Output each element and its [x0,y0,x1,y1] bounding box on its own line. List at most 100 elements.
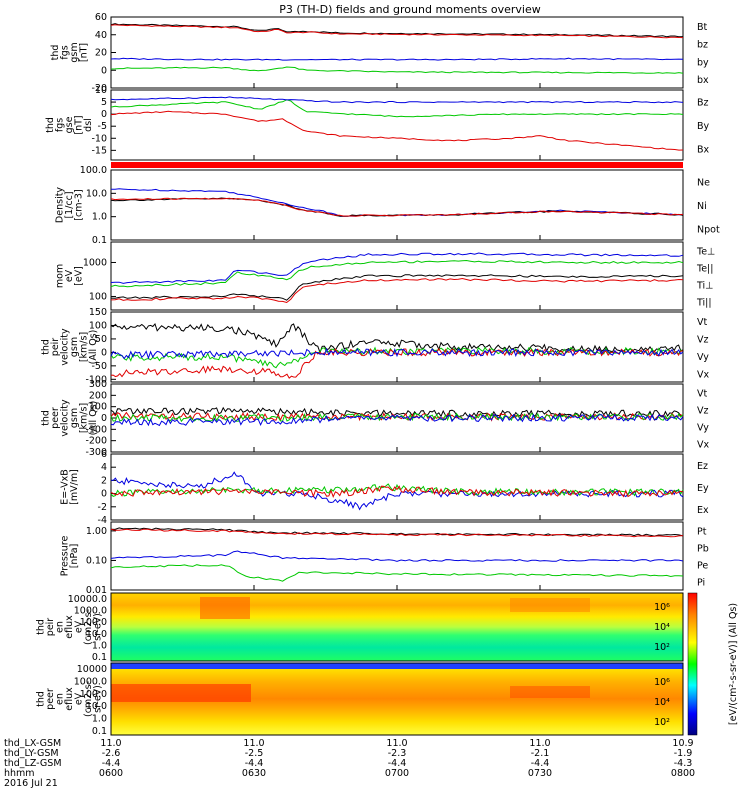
panel-6-tick-label: 300 [89,379,107,390]
panel-5-ylabel: (All Qs) [88,330,99,365]
panel-3-tick-label: 100.0 [80,165,107,176]
colorbar: 10⁶ 10⁴ 10² 10⁶ 10⁴ 10² [eV/(cm²-s-sr-eV)] (A… [654,592,739,736]
panel-3-series-Ni [110,197,684,217]
panel-5-legend-2: Vy [697,352,709,363]
panel-2-legend-0: Bz [697,98,709,109]
footer-row-label: thd_LX-GSM [4,738,61,749]
footer-value: 0700 [385,768,409,779]
panel-1-ylabel: gsm [69,42,80,62]
panel-5-legend-0: Vt [697,317,707,328]
panel-5: 150 100 50 0 -50 -100 thdpeirvelocitygsm[km/s]… [40,307,709,385]
panel-2-ylabel: fgs [55,118,66,132]
panel-6-tick-label: -300 [85,447,107,458]
footer-value: 0730 [528,768,552,779]
panel-2-legend-1: By [697,121,710,132]
panel-2-series-Bz [110,110,684,151]
panel-9-ylabel: thd [36,619,47,635]
panel-5-ylabel: peir [50,338,61,357]
panel-8-ylabel: [nPa] [69,544,80,569]
colorbar-tick-label: 10⁴ [654,622,670,633]
panel-1-tick-label: 40 [95,30,107,41]
colorbar-tick-label: 10⁴ [654,697,670,708]
panel-3-series-Ne [110,197,684,217]
panel-2-tick-label: 10 [95,85,107,96]
panel-4-tick-label: 1000 [83,257,107,268]
panel-3-tick-label: 0.1 [92,235,107,246]
panel-3-ylabel: [cm-3] [74,189,85,220]
panel-6-legend-0: Vt [697,389,707,400]
electron-spectrogram-frame [110,662,684,736]
panel-5-series-Vz [110,347,684,379]
panel-9-tick-label: 10.0 [86,629,107,640]
panel-8-legend-3: Pi [697,578,705,589]
footer-row-label: thd_LZ-GSM [4,758,62,769]
footer-value: -2.3 [388,748,407,759]
panel-10-ylabel: eflux [64,687,75,711]
panel-3-legend-0: Ne [697,178,710,189]
panel-5-legend-1: Vz [697,334,709,345]
panel-1-ylabel: fgs [59,45,70,59]
panel-1-frame [110,16,684,89]
panel-7-tick-label: 2 [101,475,107,486]
panel-4-series-Ti⊥ [110,259,684,288]
panel-1-legend-2: by [697,57,709,68]
figure-title: P3 (TH-D) fields and ground moments over… [279,3,541,16]
panel-10-ylabel: thd [36,691,47,707]
panel-7-tick-label: 6 [101,449,107,460]
panel-6-tick-label: -100 [85,424,107,435]
panel-4-ylabel: eV [64,269,75,282]
panels: 6040200-20thdfgsgsm[nT]Btbzbybx1050-5-10… [36,12,720,737]
colorbar-tick-label: 10⁶ [654,677,670,688]
panel-10-tick-label: 10000 [77,664,107,675]
panel-4-ylabel: mom [55,264,66,288]
panel-7-legend-1: Ey [697,483,709,494]
footer-value: 11.0 [100,738,121,749]
panel-3-legend-2: Npot [697,224,720,235]
panel-8-series-Pi [110,550,684,562]
panel-6-legend-3: Vx [697,440,709,451]
panel-6-frame [110,383,684,453]
panel-5-tick-label: -100 [85,374,107,385]
panel-5-tick-label: -50 [91,361,107,372]
panel-4-tick-label: 100 [89,291,107,302]
colorbar-label: [eV/(cm²-s-sr-eV)] (All Qs) [728,603,739,725]
panel-6-series-Vx [110,413,684,427]
panel-7-legend-0: Ez [697,461,708,472]
panel-8-tick-label: 1.00 [86,526,107,537]
panel-3-frame [110,169,684,241]
footer-value: 11.0 [529,738,550,749]
panel-2-tick-label: -10 [91,133,107,144]
colorbar-tick-label: 10⁶ [654,602,670,613]
panel-9-tick-label: 100.0 [80,617,107,628]
panel-10-ylabel: (cm2-s- [83,681,94,717]
footer-value: 11.0 [243,738,264,749]
panel-7-series-Ex [110,471,684,511]
footer-value: -4.4 [102,758,121,769]
footer-value: 0600 [99,768,123,779]
ion-spectrogram-frame [110,592,684,662]
footer-date: 2016 Jul 21 [4,778,58,789]
panel-10-tick-label: 100.0 [80,689,107,700]
panel-7: 6 4 2 0 -2 -4 E=-VxB[mV/m] Ez Ey Ex [59,449,709,526]
panel-5-tick-label: 150 [89,307,107,318]
panel-8-legend-0: Pt [697,527,707,538]
panel-4-legend-2: Ti⊥ [696,281,713,292]
colorbar-gradient [687,592,698,736]
panel-2-tick-label: -5 [98,121,107,132]
panel-6-tick-label: 100 [89,402,107,413]
panel-8-legend-1: Pb [697,544,709,555]
panel-9-ylabel: en [55,621,66,633]
footer-value: -2.6 [102,748,121,759]
panel-4-ylabel: [eV] [74,266,85,286]
ion-spectrogram-hot-region [200,597,250,619]
panel-9-tick-label: 1000.0 [74,606,107,617]
footer-row-label: thd_LY-GSM [4,748,59,759]
panel-8-series-Pt [110,527,684,537]
panel-8-tick-label: 0.10 [86,555,107,566]
panel-5-series-Vy [110,346,684,369]
panel-3-ylabel: Density [55,187,66,223]
electron-spectrogram-top-band [111,663,683,669]
